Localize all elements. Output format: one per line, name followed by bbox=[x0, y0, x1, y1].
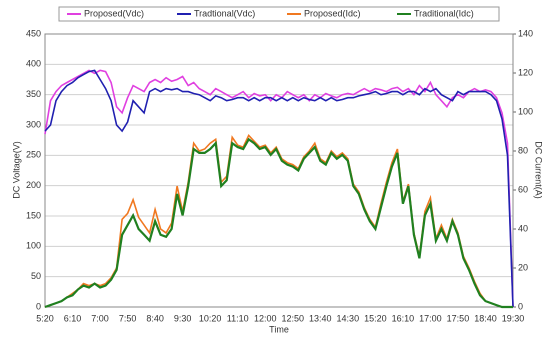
series-line bbox=[44, 133, 513, 308]
x-tick-label: 9:30 bbox=[174, 313, 192, 323]
y-tick-label: 150 bbox=[26, 210, 41, 220]
y2-tick-label: 140 bbox=[518, 28, 533, 38]
legend-label: Proposed(Vdc) bbox=[84, 8, 144, 18]
y2-tick-label: 60 bbox=[518, 184, 528, 194]
x-axis-label: Time bbox=[269, 324, 289, 334]
legend-box bbox=[58, 6, 500, 22]
y-tick-label: 450 bbox=[26, 28, 41, 38]
x-tick-label: 17:50 bbox=[447, 313, 470, 323]
x-tick-label: 16:10 bbox=[392, 313, 415, 323]
y2-tick-label: 0 bbox=[518, 301, 523, 311]
x-tick-label: 8:40 bbox=[146, 313, 164, 323]
x-tick-label: 7:50 bbox=[119, 313, 137, 323]
legend-label: Proposed(Idc) bbox=[304, 8, 361, 18]
series-line bbox=[44, 69, 514, 308]
y2-tick-label: 80 bbox=[518, 145, 528, 155]
legend-label: Tradtional(Vdc) bbox=[194, 8, 255, 18]
x-tick-label: 11:10 bbox=[227, 313, 249, 323]
x-tick-label: 6:10 bbox=[64, 313, 82, 323]
x-tick-label: 10:20 bbox=[199, 313, 222, 323]
y-tick-label: 300 bbox=[26, 119, 41, 129]
y2-tick-label: 100 bbox=[518, 106, 533, 116]
x-tick-label: 7:00 bbox=[91, 313, 109, 323]
series-line bbox=[44, 69, 514, 308]
y2-tick-label: 20 bbox=[518, 262, 528, 272]
y2-tick-label: 40 bbox=[518, 223, 528, 233]
y-tick-label: 400 bbox=[26, 59, 41, 69]
x-tick-label: 19:30 bbox=[502, 313, 525, 323]
x-tick-label: 13:40 bbox=[309, 313, 332, 323]
x-tick-label: 12:00 bbox=[254, 313, 277, 323]
x-tick-label: 17:00 bbox=[419, 313, 442, 323]
x-tick-label: 12:50 bbox=[281, 313, 304, 323]
x-tick-label: 15:20 bbox=[364, 313, 387, 323]
y-tick-label: 100 bbox=[26, 241, 41, 251]
y-tick-label: 250 bbox=[26, 150, 41, 160]
x-tick-label: 5:20 bbox=[36, 313, 54, 323]
y-tick-label: 200 bbox=[26, 180, 41, 190]
y-tick-label: 50 bbox=[31, 271, 41, 281]
plot-frame bbox=[44, 33, 514, 308]
y2-axis-label: DC Current(A) bbox=[534, 141, 544, 199]
y-tick-label: 0 bbox=[36, 301, 41, 311]
x-tick-label: 14:30 bbox=[337, 313, 360, 323]
series-line bbox=[44, 137, 513, 309]
y-axis-label: DC Voltage(V) bbox=[11, 141, 21, 199]
legend-label: Traditional(Idc) bbox=[414, 8, 474, 18]
y2-tick-label: 120 bbox=[518, 67, 533, 77]
x-tick-label: 18:40 bbox=[474, 313, 497, 323]
y-tick-label: 350 bbox=[26, 89, 41, 99]
